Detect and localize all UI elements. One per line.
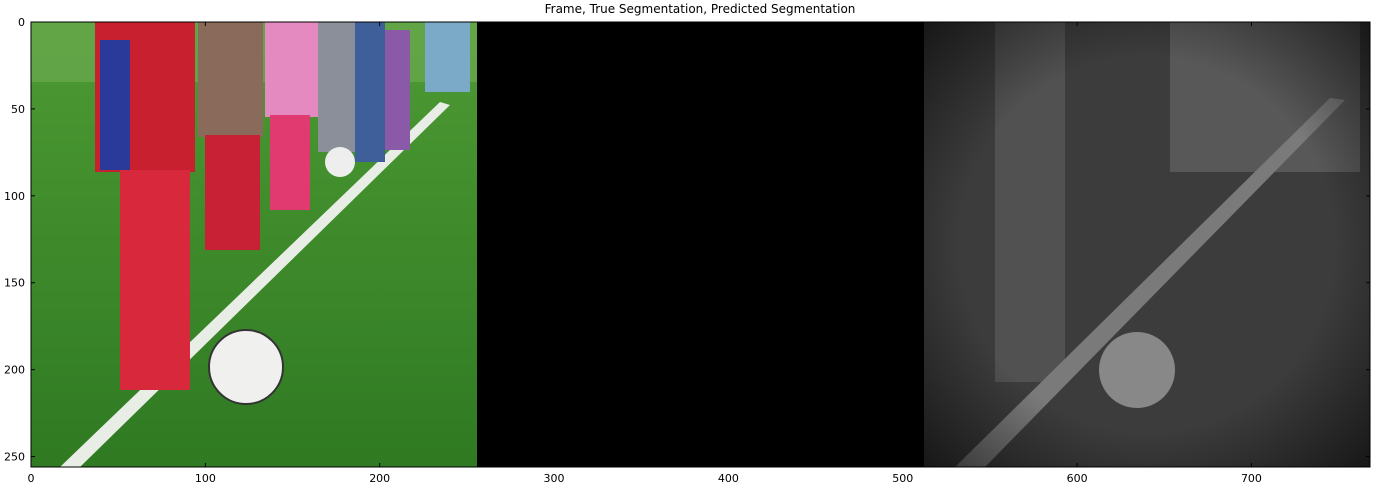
- child-3-pants: [270, 115, 310, 210]
- child-2-pants: [205, 135, 260, 250]
- child-7: [425, 22, 470, 92]
- y-tick-label: 150: [4, 277, 25, 290]
- image: [31, 22, 1370, 467]
- child-3: [265, 22, 325, 117]
- x-tick-label: 200: [369, 472, 390, 485]
- ball: [208, 329, 284, 405]
- y-tick-label: 0: [18, 16, 25, 29]
- x-tick-label: 600: [1067, 472, 1088, 485]
- child-5: [355, 22, 385, 162]
- child-pants: [120, 170, 190, 390]
- chart-title: Frame, True Segmentation, Predicted Segm…: [545, 2, 856, 16]
- axes-frame: [30, 21, 1371, 468]
- y-tick-label: 50: [11, 103, 25, 116]
- ball-2: [325, 147, 355, 177]
- child-2: [198, 22, 263, 137]
- x-tick-label: 300: [544, 472, 565, 485]
- x-tick-label: 700: [1241, 472, 1262, 485]
- child-6: [385, 30, 410, 150]
- y-tick-label: 100: [4, 190, 25, 203]
- child-sleeve: [100, 40, 130, 170]
- true-segmentation-panel: [477, 22, 924, 467]
- x-tick-label: 400: [718, 472, 739, 485]
- y-tick-label: 200: [4, 364, 25, 377]
- predicted-vignette: [924, 22, 1370, 467]
- x-tick-label: 100: [195, 472, 216, 485]
- x-tick-label: 500: [892, 472, 913, 485]
- child-4: [318, 22, 358, 152]
- x-tick-label: 0: [28, 472, 35, 485]
- y-tick-label: 250: [4, 451, 25, 464]
